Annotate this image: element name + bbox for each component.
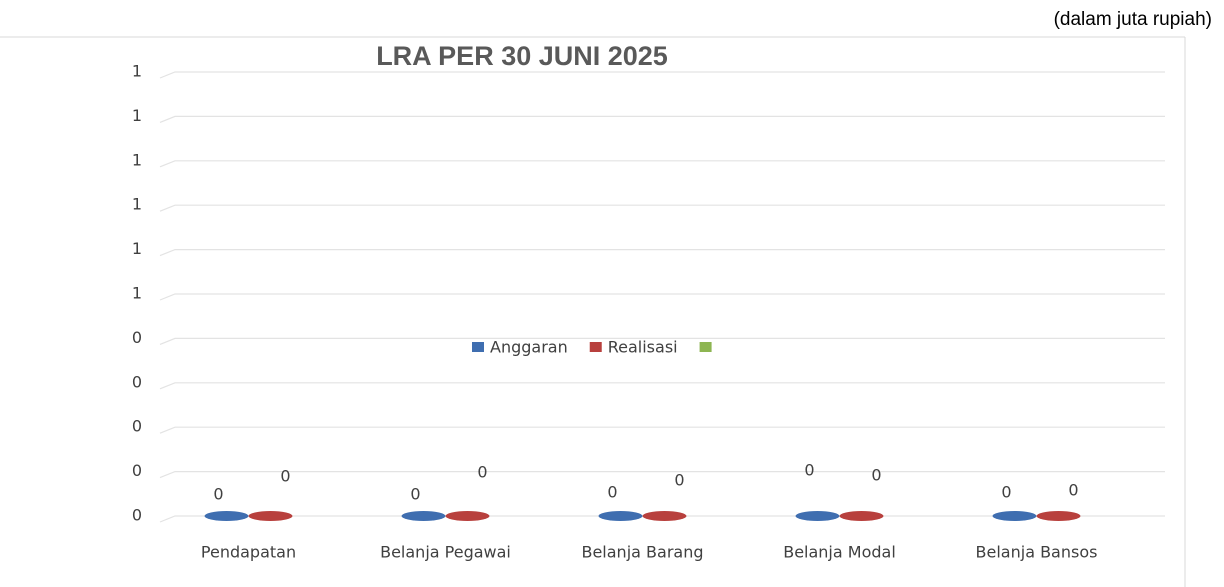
legend-swatch bbox=[699, 342, 712, 352]
grid-line bbox=[159, 382, 1165, 390]
bar bbox=[992, 511, 1037, 521]
data-label: 0 bbox=[477, 463, 487, 482]
grid-line bbox=[159, 249, 1165, 257]
legend-label: Anggaran bbox=[490, 338, 568, 357]
data-label: 0 bbox=[871, 466, 881, 485]
y-tick-label: 0 bbox=[132, 328, 142, 347]
grid-line bbox=[159, 337, 1165, 345]
grid-line bbox=[159, 471, 1165, 479]
legend-swatch bbox=[589, 342, 602, 352]
x-tick-label: Belanja Bansos bbox=[976, 543, 1098, 562]
grid-line bbox=[159, 115, 1165, 123]
y-tick-label: 1 bbox=[132, 106, 142, 125]
data-label: 0 bbox=[607, 483, 617, 502]
bar bbox=[1036, 511, 1081, 521]
data-label: 0 bbox=[1001, 483, 1011, 502]
bar bbox=[642, 511, 687, 521]
bar bbox=[445, 511, 490, 521]
legend-label: Realisasi bbox=[608, 338, 678, 357]
y-tick-label: 0 bbox=[132, 461, 142, 480]
data-label: 0 bbox=[213, 485, 223, 504]
y-tick-label: 0 bbox=[132, 506, 142, 525]
data-label: 0 bbox=[410, 485, 420, 504]
bar bbox=[795, 511, 840, 521]
x-tick-label: Belanja Pegawai bbox=[380, 543, 511, 562]
y-tick-label: 0 bbox=[132, 417, 142, 436]
legend-swatch bbox=[472, 342, 484, 352]
grid-line bbox=[159, 293, 1165, 301]
bar bbox=[204, 511, 249, 521]
grid-line bbox=[159, 204, 1165, 212]
x-tick-label: Pendapatan bbox=[201, 543, 296, 562]
bar bbox=[598, 511, 643, 521]
y-tick-label: 1 bbox=[132, 284, 142, 303]
grid-line bbox=[159, 71, 1165, 79]
chart-title: LRA PER 30 JUNI 2025 bbox=[376, 41, 668, 71]
y-tick-label: 1 bbox=[132, 239, 142, 258]
subtitle: (dalam juta rupiah) bbox=[1054, 9, 1212, 30]
data-label: 0 bbox=[1068, 481, 1078, 500]
data-label: 0 bbox=[804, 461, 814, 480]
bar bbox=[248, 511, 293, 521]
y-tick-label: 1 bbox=[132, 195, 142, 214]
y-tick-label: 0 bbox=[132, 372, 142, 391]
grid-line bbox=[159, 426, 1165, 434]
x-tick-label: Belanja Barang bbox=[581, 543, 703, 562]
grid-line bbox=[159, 160, 1165, 168]
data-label: 0 bbox=[674, 471, 684, 490]
x-tick-label: Belanja Modal bbox=[783, 543, 896, 562]
data-label: 0 bbox=[280, 467, 290, 486]
bar bbox=[839, 511, 884, 521]
y-tick-label: 1 bbox=[132, 150, 142, 169]
bar bbox=[401, 511, 446, 521]
y-tick-label: 1 bbox=[132, 62, 142, 81]
